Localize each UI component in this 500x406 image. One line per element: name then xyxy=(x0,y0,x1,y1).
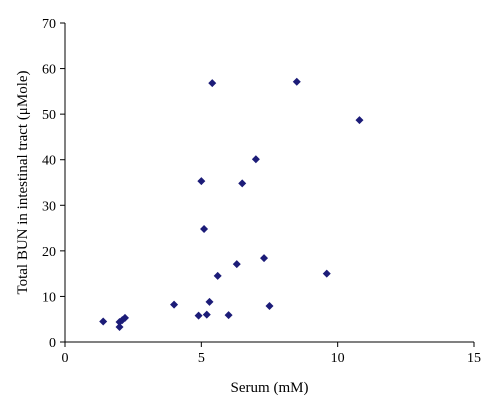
x-tick-label: 5 xyxy=(198,351,205,366)
data-point xyxy=(251,155,260,164)
data-point xyxy=(194,311,203,320)
data-point xyxy=(322,269,331,278)
y-tick-label: 50 xyxy=(42,108,56,123)
y-tick-label: 30 xyxy=(42,199,56,214)
data-point xyxy=(99,317,108,326)
data-point xyxy=(170,300,179,309)
data-point xyxy=(208,79,217,88)
y-axis-ticks: 0 10 20 30 40 50 60 70 xyxy=(42,17,65,351)
data-point xyxy=(292,77,301,86)
y-tick-label: 60 xyxy=(42,63,56,78)
data-point xyxy=(200,224,209,233)
x-tick-label: 10 xyxy=(331,351,345,366)
data-point xyxy=(120,313,129,322)
x-tick-label: 0 xyxy=(62,351,69,366)
data-point xyxy=(202,310,211,319)
y-tick-label: 10 xyxy=(42,290,56,305)
x-axis-ticks: 0 5 10 15 xyxy=(62,342,481,366)
data-point xyxy=(232,260,241,269)
x-tick-label: 15 xyxy=(467,351,481,366)
data-points xyxy=(99,77,364,331)
data-point xyxy=(355,116,364,125)
y-axis-title: Total BUN in intestinal tract (μMole) xyxy=(15,70,31,294)
data-point xyxy=(197,177,206,186)
data-point xyxy=(238,179,247,188)
y-tick-label: 70 xyxy=(42,17,56,32)
x-axis-title: Serum (mM) xyxy=(231,380,309,396)
y-tick-label: 20 xyxy=(42,245,56,260)
y-tick-label: 0 xyxy=(49,336,56,351)
y-tick-label: 40 xyxy=(42,154,56,169)
data-point xyxy=(205,297,214,306)
data-point xyxy=(115,322,124,331)
data-point xyxy=(260,254,269,263)
data-point xyxy=(265,301,274,310)
data-point xyxy=(224,311,233,320)
data-point xyxy=(213,271,222,280)
